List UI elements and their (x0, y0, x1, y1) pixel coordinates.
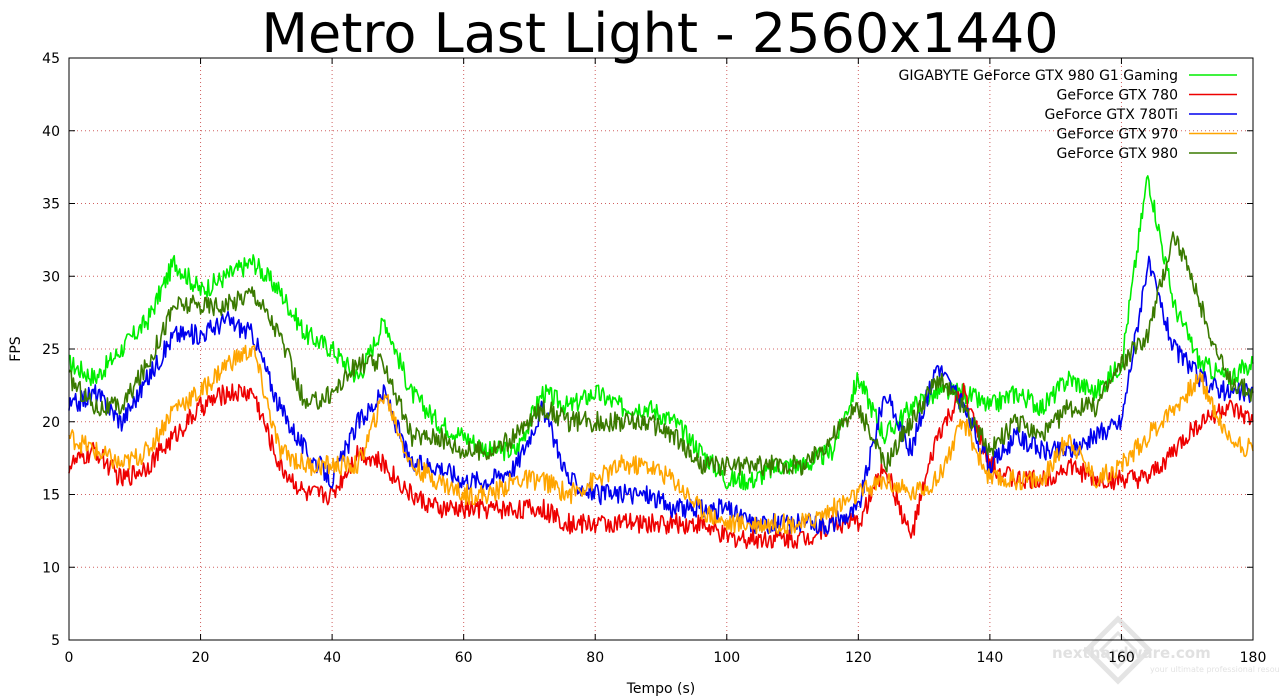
y-tick-label: 20 (42, 415, 60, 431)
y-tick-label: 40 (42, 124, 60, 140)
y-tick-label: 35 (42, 197, 60, 213)
series-line-2 (68, 255, 1254, 535)
x-tick-label: 20 (192, 650, 210, 666)
watermark-brand: nexthardware.com (1052, 644, 1211, 662)
y-tick-label: 30 (42, 269, 60, 285)
y-tick-label: 15 (42, 488, 60, 504)
x-tick-label: 40 (323, 650, 341, 666)
x-tick-label: 100 (713, 650, 740, 666)
axis-ticks: 0 20 40 60 80 100 120 140 160 180 5 10 15 20 25 30 35 40 4… (42, 51, 1266, 666)
legend-label: GIGABYTE GeForce GTX 980 G1 Gaming (899, 68, 1178, 84)
x-tick-label: 60 (455, 650, 473, 666)
watermark-logo: nexthardware.com your ultimate professio… (1052, 615, 1280, 685)
x-tick-label: 180 (1240, 650, 1267, 666)
legend-label: GeForce GTX 980 (1057, 146, 1178, 162)
x-tick-label: 120 (845, 650, 872, 666)
x-tick-label: 140 (977, 650, 1004, 666)
y-tick-label: 25 (42, 342, 60, 358)
chart-title: Metro Last Light - 2560x1440 (261, 2, 1058, 65)
watermark-tagline: your ultimate professional resource (1150, 665, 1280, 674)
y-tick-label: 10 (42, 560, 60, 576)
y-axis-label: FPS (8, 336, 24, 361)
legend-label: GeForce GTX 970 (1057, 127, 1178, 143)
series-lines (68, 175, 1254, 550)
legend-label: GeForce GTX 780 (1057, 88, 1178, 104)
series-line-0 (69, 175, 1254, 491)
legend: GIGABYTE GeForce GTX 980 G1 Gaming GeForc… (899, 68, 1237, 162)
series-line-1 (68, 382, 1254, 550)
y-tick-label: 45 (42, 51, 60, 67)
y-tick-label: 5 (51, 633, 60, 649)
series-line-4 (68, 231, 1254, 477)
x-tick-label: 160 (1108, 650, 1135, 666)
series-line-3 (68, 344, 1254, 535)
legend-label: GeForce GTX 780Ti (1045, 107, 1178, 123)
x-tick-label: 80 (586, 650, 604, 666)
x-tick-label: 0 (65, 650, 74, 666)
x-axis-label: Tempo (s) (626, 681, 696, 697)
